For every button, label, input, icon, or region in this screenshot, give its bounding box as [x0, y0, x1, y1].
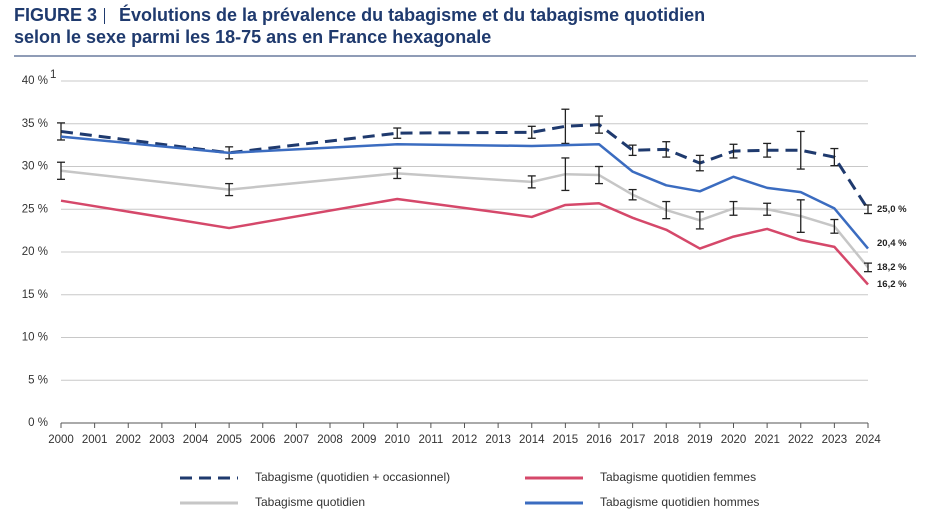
- y-tick-label: 10 %: [22, 332, 48, 344]
- legend-label: Tabagisme quotidien hommes: [600, 495, 759, 509]
- error-bar: [628, 188, 637, 201]
- series-line: [60, 135, 869, 250]
- y-tick-label: 15 %: [22, 289, 48, 301]
- series-line: [60, 123, 870, 211]
- title-block: FIGURE 3 Évolutions de la prévalence du t…: [14, 4, 754, 48]
- separator: [104, 8, 105, 24]
- error-bar: [393, 167, 402, 180]
- footnote-mark: 1: [50, 69, 56, 81]
- error-bar: [763, 202, 772, 216]
- error-bar: [695, 211, 704, 230]
- x-tick-label: 2011: [419, 434, 444, 446]
- error-bar: [595, 165, 603, 185]
- error-bar: [561, 108, 570, 145]
- x-tick-label: 2020: [721, 434, 747, 446]
- x-tick-label: 2004: [183, 434, 209, 446]
- x-tick-label: 2006: [250, 434, 276, 446]
- error-bar: [662, 200, 671, 220]
- x-tick-label: 2014: [519, 434, 545, 446]
- error-bar: [830, 147, 839, 167]
- x-tick-label: 2000: [48, 434, 74, 446]
- error-bar: [695, 154, 704, 172]
- error-bar: [527, 125, 536, 139]
- y-tick-label: 40 %: [22, 75, 48, 87]
- end-label: 18,2 %: [877, 262, 907, 273]
- x-tick-label: 2018: [653, 434, 679, 446]
- x-tick-label: 2016: [586, 434, 612, 446]
- error-bar: [561, 157, 570, 192]
- x-tick-label: 2010: [384, 434, 410, 446]
- error-bar: [864, 262, 872, 273]
- figure-label: FIGURE 3: [14, 5, 98, 25]
- x-tick-label: 2022: [788, 434, 814, 446]
- y-tick-label: 30 %: [22, 161, 48, 173]
- series-line: [60, 197, 869, 286]
- x-tick-label: 2021: [754, 434, 780, 446]
- y-tick-label: 20 %: [22, 246, 48, 258]
- x-tick-label: 2002: [115, 434, 141, 446]
- x-tick-label: 2009: [351, 434, 377, 446]
- legend-label: Tabagisme quotidien femmes: [600, 470, 756, 484]
- x-tick-label: 2012: [452, 434, 478, 446]
- error-bar: [595, 115, 603, 134]
- error-bar: [393, 127, 402, 139]
- x-tick-label: 2015: [553, 434, 579, 446]
- error-bar: [796, 130, 805, 170]
- y-tick-label: 5 %: [28, 374, 48, 386]
- error-bar: [628, 144, 637, 157]
- x-tick-label: 2013: [485, 434, 511, 446]
- error-bar: [225, 182, 234, 197]
- x-tick-label: 2008: [317, 434, 343, 446]
- error-bar: [864, 204, 872, 215]
- x-tick-label: 2024: [855, 434, 881, 446]
- x-tick-label: 2023: [822, 434, 848, 446]
- y-tick-label: 35 %: [22, 118, 48, 130]
- x-tick-label: 2001: [82, 434, 108, 446]
- error-bar: [830, 218, 839, 234]
- series-line: [60, 169, 869, 269]
- legend-label: Tabagisme (quotidien + occasionnel): [255, 470, 450, 484]
- error-bar: [527, 175, 536, 189]
- end-label: 16,2 %: [877, 279, 907, 290]
- error-bar: [662, 141, 671, 158]
- y-tick-label: 25 %: [22, 203, 48, 215]
- x-tick-label: 2007: [284, 434, 310, 446]
- y-tick-label: 0 %: [28, 417, 48, 429]
- x-tick-label: 2017: [620, 434, 646, 446]
- chart-title: Évolutions de la prévalence du tabagisme…: [14, 5, 706, 47]
- x-tick-label: 2019: [687, 434, 713, 446]
- error-bar: [729, 200, 738, 216]
- error-bar: [796, 199, 805, 233]
- error-bar: [763, 142, 772, 158]
- end-label: 25,0 %: [877, 204, 907, 215]
- x-tick-label: 2003: [149, 434, 175, 446]
- error-bar: [57, 161, 65, 180]
- error-bar: [729, 143, 738, 159]
- end-label: 20,4 %: [877, 238, 907, 249]
- legend-label: Tabagisme quotidien: [255, 495, 365, 509]
- x-tick-label: 2005: [216, 434, 242, 446]
